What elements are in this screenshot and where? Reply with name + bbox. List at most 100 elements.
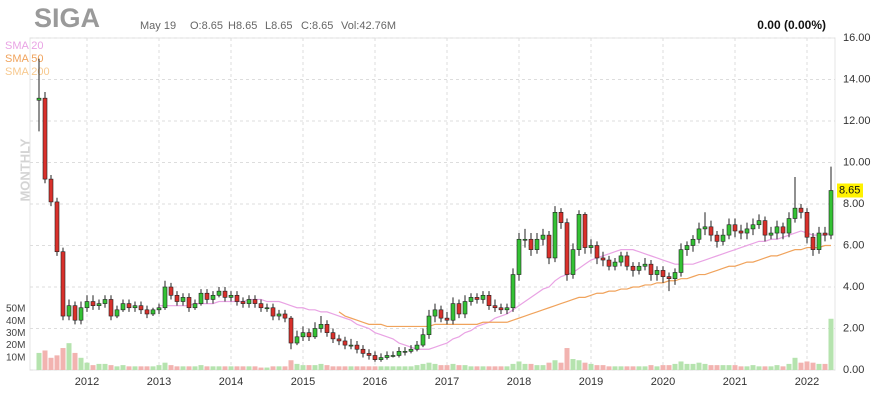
candle-body (366, 353, 372, 356)
candle-body (564, 222, 570, 275)
volume-bar (786, 363, 792, 370)
candle-body (738, 230, 744, 234)
volume-bar (96, 363, 102, 370)
volume-bar (432, 363, 438, 370)
volume-bar (642, 366, 648, 370)
x-tick-label: 2020 (651, 376, 675, 388)
candle-body (210, 294, 216, 300)
volume-bar (666, 365, 672, 370)
candle-body (498, 307, 504, 311)
period-label: MONTHLY (17, 138, 32, 201)
candle-body (780, 226, 786, 234)
candle-body (180, 297, 186, 302)
x-tick-label: 2019 (579, 376, 603, 388)
volume-bar (426, 362, 432, 370)
candle-body (384, 355, 390, 358)
candle-body (174, 294, 180, 302)
candle-body (360, 348, 366, 354)
candle-body (672, 272, 678, 280)
x-tick-label: 2018 (507, 376, 531, 388)
volume-bar (486, 366, 492, 370)
y-tick-label: 6.00 (843, 239, 864, 251)
volume-bar (306, 365, 312, 370)
volume-bar (168, 365, 174, 370)
volume-bar (552, 360, 558, 370)
volume-bar (816, 363, 822, 370)
candle-body (438, 309, 444, 319)
candle-body (66, 305, 72, 317)
low-label: L8.65 (265, 20, 293, 32)
x-tick-label: 2021 (723, 376, 747, 388)
candle-body (396, 351, 402, 356)
volume-bar (54, 355, 60, 370)
volume-bar (732, 365, 738, 370)
candle-body (534, 238, 540, 250)
candle-body (618, 255, 624, 263)
candle-body (300, 332, 306, 338)
candle-body (228, 294, 234, 298)
volume-tick-label: 50M (6, 304, 25, 315)
date: May 19 (140, 20, 176, 32)
candle-body (36, 97, 42, 101)
candle-body (768, 232, 774, 236)
volume-bar (768, 366, 774, 370)
candle-body (84, 301, 90, 309)
ticker: SIGA (34, 3, 100, 33)
candle-body (144, 309, 150, 315)
volume-bar (156, 365, 162, 370)
candle-body (108, 299, 114, 317)
candle-body (660, 270, 666, 277)
candle-body (552, 212, 558, 259)
candle-body (600, 257, 606, 261)
volume-bar (750, 365, 756, 370)
candle-body (240, 301, 246, 304)
volume-bar (696, 362, 702, 370)
volume-bar (108, 365, 114, 370)
candle-body (378, 357, 384, 360)
candle-body (216, 290, 222, 296)
candle-body (414, 344, 420, 350)
candle-body (96, 303, 102, 306)
candle-body (342, 340, 348, 346)
candle-body (714, 234, 720, 242)
candle-body (648, 263, 654, 275)
candle-body (132, 305, 138, 309)
candle-body (456, 303, 462, 315)
y-tick-label: 2.00 (843, 322, 864, 334)
candle-body (522, 238, 528, 241)
candle-body (690, 238, 696, 246)
volume-bar (330, 366, 336, 370)
candle-body (450, 303, 456, 321)
volume-bar (144, 366, 150, 370)
candle-body (696, 228, 702, 240)
candle-body (336, 338, 342, 342)
candle-body (630, 265, 636, 271)
candle-body (786, 218, 792, 234)
candle-body (402, 351, 408, 353)
volume-bar (810, 362, 816, 370)
volume-bar (102, 363, 108, 370)
candle-body (762, 220, 768, 236)
volume-bar (582, 362, 588, 370)
volume-bar (282, 366, 288, 370)
volume-bar (792, 357, 798, 370)
volume-bar (690, 363, 696, 370)
volume-bar (414, 365, 420, 370)
volume-bar (636, 366, 642, 370)
volume-bar (702, 363, 708, 370)
volume-bar (450, 363, 456, 370)
volume-bar (192, 366, 198, 370)
candle-body (48, 178, 54, 203)
volume-bar (408, 366, 414, 370)
volume-bar (60, 348, 66, 370)
x-tick-label: 2022 (795, 376, 819, 388)
volume-bar (162, 362, 168, 370)
volume-bar (510, 363, 516, 370)
volume-bar (126, 366, 132, 370)
candle-body (606, 259, 612, 267)
candle-body (330, 332, 336, 340)
volume-bar (528, 363, 534, 370)
volume-bar (654, 366, 660, 370)
candle-body (588, 245, 594, 248)
